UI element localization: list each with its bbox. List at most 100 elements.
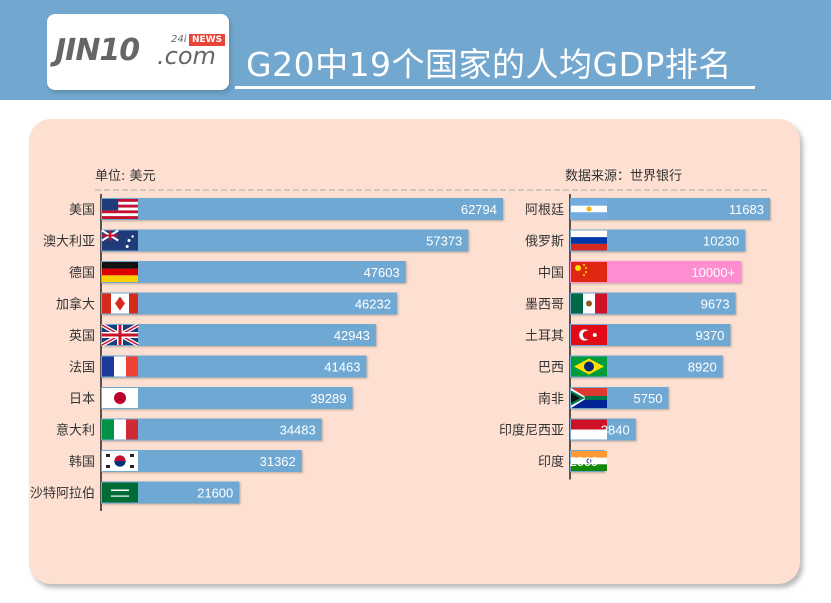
bar [570,355,723,378]
category-label: 英国 [69,329,95,344]
source-label: 数据来源：世界银行 [565,169,682,184]
category-label: 墨西哥 [525,298,564,313]
bar-row: 印度尼西亚 3840 [499,418,636,441]
bar [101,418,322,441]
value-label: 62794 [461,202,497,217]
value-label: 3840 [601,423,630,438]
bar [570,292,736,315]
value-label: 41463 [324,360,360,375]
unit-label: 单位: 美元 [95,169,156,184]
logo-24: 24i [171,34,187,45]
bar-row: 沙特阿拉伯 21600 [30,481,240,504]
bar-row: 中国 10000+ [538,261,742,283]
bar-row: 韩国 31362 [69,450,302,472]
bar-row: 意大利 34483 [56,418,322,441]
chart-panel [29,119,800,584]
bar [570,229,746,252]
bar-row: 美国 62794 [69,198,503,220]
bar [101,198,503,220]
value-label: 31362 [260,454,296,469]
bar [101,229,469,252]
jin10-logo: JIN10 .com 24i NEWS [47,14,229,90]
bar [101,387,353,409]
category-label: 巴西 [538,361,564,376]
bar [570,261,742,283]
category-label: 印度尼西亚 [499,423,564,439]
category-label: 法国 [69,361,95,376]
brazil-flag-icon [571,356,607,377]
bar-row: 加拿大 46232 [56,292,397,315]
bar-row: 日本 39289 [69,387,353,409]
value-label: 46232 [355,297,391,312]
bar-row: 南非 5750 [538,387,669,409]
value-label: 21600 [197,486,233,501]
japan-flag-icon [102,388,138,408]
india-flag-icon [571,451,607,471]
bar-row: 澳大利亚 57373 [43,229,469,252]
russia-flag-icon [571,230,607,251]
right-bar-group: 阿根廷 11683 俄罗斯 10230 中国 10000+ 墨西哥 9673 土耳其 9370 巴西… [499,194,770,480]
bar-row: 墨西哥 9673 [525,292,736,315]
value-label: 42943 [334,328,370,343]
bar [101,355,367,378]
france-flag-icon [102,356,138,377]
category-label: 俄罗斯 [525,235,564,250]
value-label: 10230 [703,234,739,249]
logo-text: JIN10 [55,33,140,68]
bar-row: 英国 42943 [69,323,376,347]
bar-row: 印度 2009 [538,450,607,472]
logo-news-badge: NEWS [189,34,226,46]
logo-com: .com [157,42,216,70]
canada-flag-icon [102,293,138,314]
category-label: 阿根廷 [525,203,564,218]
bar [570,324,731,346]
value-label: 2009 [569,454,598,469]
bar-row: 德国 47603 [69,261,406,283]
value-label: 8920 [688,360,717,375]
category-label: 日本 [69,392,95,407]
value-label: 57373 [426,234,462,249]
bar-row: 土耳其 9370 [525,324,731,346]
saudi-flag-icon [102,482,138,503]
category-label: 美国 [69,203,95,218]
value-label: 39289 [310,391,346,406]
bar [101,450,302,472]
turkey-flag-icon [571,325,607,345]
category-label: 土耳其 [525,329,564,344]
category-label: 意大利 [56,423,95,439]
south-africa-flag-icon [571,388,607,408]
indonesia-flag-icon [571,419,607,440]
value-label: 34483 [280,423,316,438]
category-label: 加拿大 [56,297,95,313]
bar [101,261,406,283]
category-label: 印度 [538,454,564,470]
left-bar-group: 美国 62794 澳大利亚 57373 德国 47603 加拿大 46232 英国 42943 法国… [30,194,503,511]
category-label: 德国 [69,266,95,281]
value-label: 47603 [364,265,400,280]
uk-flag-icon [101,323,139,347]
mexico-flag-icon [571,293,607,314]
value-label: 11683 [729,202,764,217]
category-label: 韩国 [69,455,95,470]
china-flag-icon [571,262,607,282]
italy-flag-icon [102,419,138,440]
australia-flag-icon [101,229,138,251]
category-label: 中国 [538,266,564,281]
value-label: 9370 [695,328,724,343]
germany-flag-icon [102,262,138,282]
value-label: 5750 [634,391,663,406]
category-label: 沙特阿拉伯 [30,487,95,502]
bar-row: 法国 41463 [69,355,367,378]
category-label: 南非 [538,391,564,407]
value-label: 10000+ [691,265,735,280]
argentina-flag-icon [571,199,607,219]
korea-flag-icon [102,451,138,471]
bar [101,292,397,315]
page-title: G20中19个国家的人均GDP排名 [246,45,732,84]
bar-row: 巴西 8920 [538,355,723,378]
category-label: 澳大利亚 [43,234,95,250]
bar [570,198,770,220]
bar [101,324,376,346]
title-underline [235,86,755,89]
